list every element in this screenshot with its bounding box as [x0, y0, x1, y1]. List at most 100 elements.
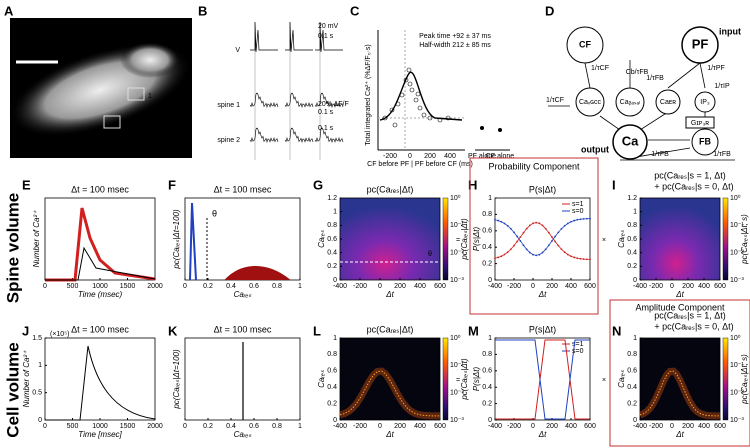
node-label: input [719, 26, 741, 36]
roi [103, 115, 121, 129]
y-label: Caᵣₑₛ [317, 229, 326, 248]
panel-letter: I [612, 177, 616, 192]
panel-letter: L [313, 323, 321, 338]
colorbar-label: 10⁻² [450, 250, 464, 257]
curve [494, 218, 591, 256]
y-tick-label: 0 [488, 417, 492, 424]
node-label: output [581, 144, 609, 154]
panel-letter: G [313, 177, 323, 192]
label: 2 [122, 132, 126, 139]
colorbar-label: 10⁻² [450, 390, 464, 397]
node [615, 87, 645, 117]
edge [599, 115, 621, 131]
y-label: Caᵣₑₛ [317, 369, 326, 388]
x-tick-label: 400 [698, 423, 710, 430]
box-title: Probability Component [488, 161, 580, 171]
y-tick-label: 1 [488, 195, 492, 202]
edge [639, 111, 669, 131]
edge-label: 1/τCF [546, 97, 564, 104]
y-tick-label: 1.5 [32, 335, 42, 342]
spine [120, 42, 180, 78]
y-tick-label: 0 [38, 417, 42, 424]
colorbar-label: 10⁰ [730, 334, 741, 342]
exponent: (×10⁵) [50, 331, 69, 338]
colorbar-label: 10⁻¹ [450, 362, 464, 369]
y-tick-label: 1.2 [627, 195, 637, 202]
x-tick-label: 400 [414, 423, 426, 430]
y-tick-label: 1.2 [327, 195, 337, 202]
node-label: CF [579, 39, 591, 49]
panel-letter: E [22, 177, 31, 192]
y-tick-label: 0.8 [482, 211, 492, 218]
x-tick-label: -200 [507, 283, 521, 290]
colorbar-label: 10⁰ [730, 194, 741, 202]
x-tick-label: -200 [353, 283, 367, 290]
x-tick-label: 600 [584, 423, 596, 430]
operator: = [456, 237, 460, 244]
colorbar-label: 10⁻³ [450, 277, 464, 284]
roi [127, 87, 145, 101]
label: Half-width 212 ± 85 ms [419, 42, 491, 49]
panel-letter: F [168, 177, 176, 192]
x-tick-label: 0 [43, 423, 47, 430]
y-tick-label: 1 [633, 335, 637, 342]
trace [250, 21, 278, 53]
node-label: Caᴇʀ [660, 99, 676, 106]
heatmap [340, 198, 440, 280]
y-tick-label: 0.2 [482, 260, 492, 267]
x-tick-label: -400 [488, 423, 502, 430]
colorbar-label: 10⁻¹ [450, 222, 464, 229]
y-tick-label: 1 [633, 209, 637, 216]
x-tick-label: 0 [183, 423, 187, 430]
trace [249, 92, 279, 108]
edge [584, 62, 591, 89]
x-tick-label: -200 [353, 423, 367, 430]
y-tick-label: 0.2 [482, 400, 492, 407]
y-tick-label: 1 [38, 362, 42, 369]
x-tick-label: 0 [378, 423, 382, 430]
x-tick-label: 0 [670, 283, 674, 290]
label: 400 [444, 153, 456, 160]
y-label: Number of Ca²⁺ [22, 350, 31, 407]
legend-label: s=0 [572, 208, 584, 215]
point [382, 115, 388, 121]
heatmap [640, 198, 720, 280]
x-tick-label: 500 [67, 283, 79, 290]
colorbar-label: 10⁻³ [730, 417, 744, 424]
node-label: FB [699, 136, 711, 146]
x-tick-label: 600 [434, 423, 446, 430]
theta: θ [212, 208, 217, 218]
y-tick-label: 0.8 [627, 351, 637, 358]
x-label: Δt [538, 430, 547, 439]
y-tick-label: 0.4 [627, 250, 637, 257]
x-label: Time (msec) [78, 290, 123, 299]
node-label: Ca [622, 133, 639, 148]
label: 0.1 s [318, 125, 334, 132]
colorbar-label: 10⁰ [450, 334, 461, 342]
colorbar-title: pc(Caᵣₑₛ|Δt) [460, 218, 469, 261]
label: 1 [148, 93, 152, 100]
y-label: Caᵣₑₛ [617, 369, 626, 388]
x-tick-label: 0 [378, 283, 382, 290]
y-tick-label: 0.8 [627, 222, 637, 229]
x-tick-label: 200 [394, 283, 406, 290]
trace [284, 127, 314, 143]
node-label: Caᵥɢᴄᴄ [579, 99, 602, 106]
trace [285, 21, 313, 53]
edge [699, 62, 706, 89]
y-tick-label: 0.4 [482, 384, 492, 391]
y-tick-label: 0.4 [327, 250, 337, 257]
x-label: Δt [538, 290, 547, 299]
x-tick-label: 200 [546, 423, 558, 430]
x-label: Δt [385, 430, 394, 439]
panel-letter: D [545, 3, 554, 18]
title: P(s|Δt) [529, 184, 556, 194]
node-box [685, 116, 715, 129]
operator: × [602, 237, 606, 244]
panel-letter: J [22, 323, 29, 338]
x-tick-label: 0.8 [272, 283, 282, 290]
x-tick-label: 600 [714, 423, 726, 430]
x-tick-label: 1500 [120, 423, 136, 430]
curve [339, 370, 441, 417]
